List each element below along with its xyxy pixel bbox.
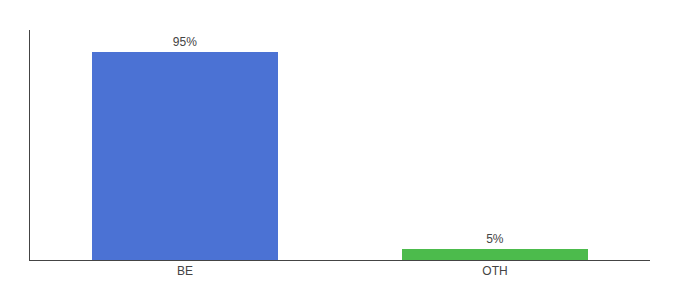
svg-text:5%: 5% (486, 232, 504, 246)
svg-text:BE: BE (177, 264, 193, 278)
svg-text:95%: 95% (173, 35, 197, 49)
svg-text:OTH: OTH (482, 264, 507, 278)
